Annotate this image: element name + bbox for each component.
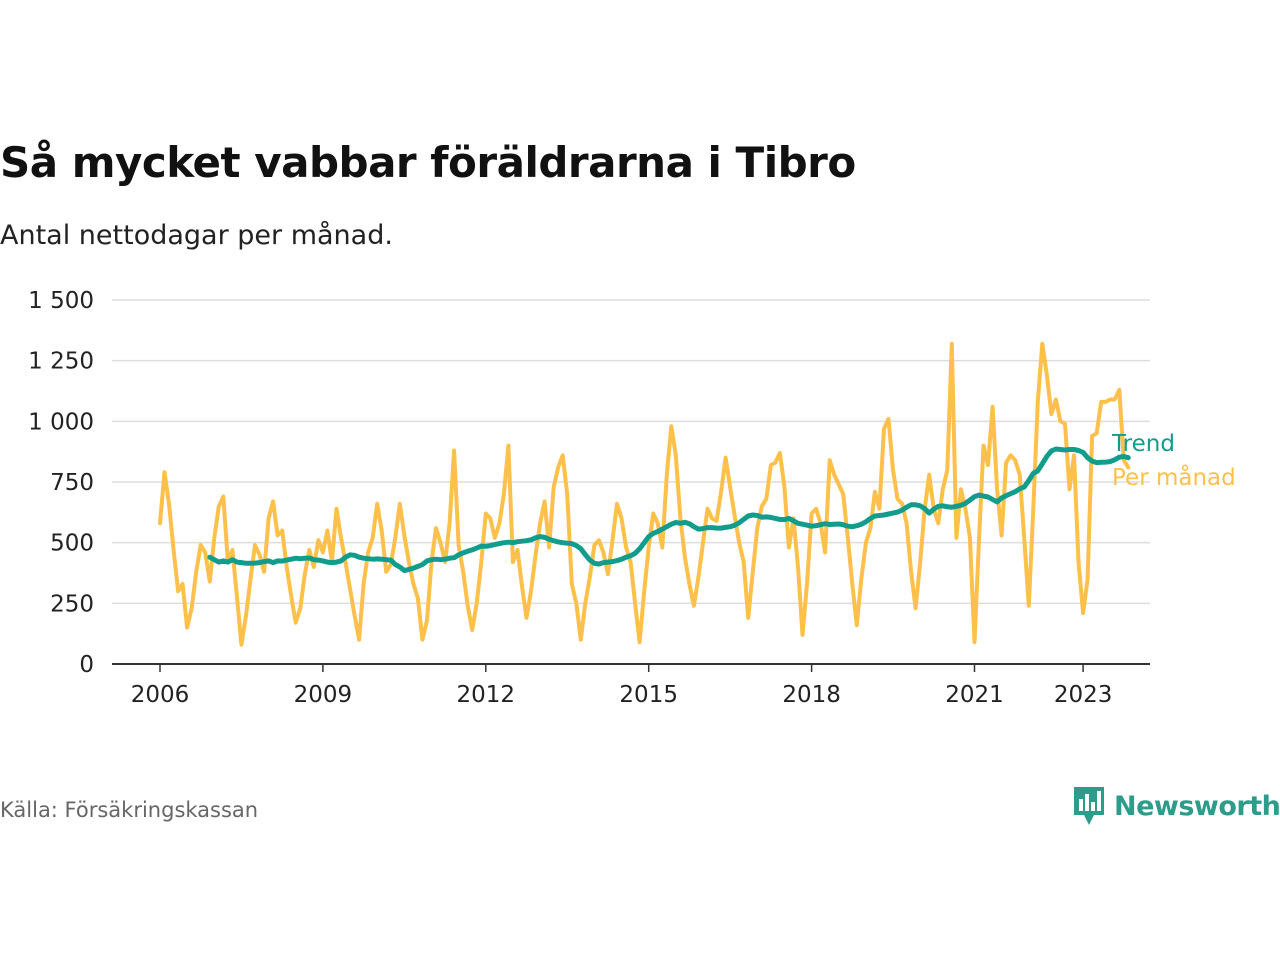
x-tick-label: 2012 <box>457 682 516 708</box>
series-label-monthly: Per månad <box>1112 463 1236 491</box>
y-tick-label: 1 250 <box>28 349 94 375</box>
series-layer <box>158 341 1131 647</box>
chart-title: Så mycket vabbar föräldrarna i Tibro <box>0 138 856 187</box>
y-tick-label: 500 <box>50 531 94 557</box>
monthly-line <box>158 341 1131 647</box>
y-tick-label: 250 <box>50 591 94 617</box>
x-tick-label: 2006 <box>131 682 190 708</box>
x-tick-label: 2018 <box>782 682 841 708</box>
x-tick-label: 2009 <box>294 682 353 708</box>
brand-name: Newsworthy <box>1114 790 1280 822</box>
y-tick-label: 0 <box>79 652 94 678</box>
grid-layer <box>112 299 1150 605</box>
trend-line <box>207 446 1131 574</box>
x-tick-label: 2015 <box>619 682 678 708</box>
y-tick-label: 750 <box>50 470 94 496</box>
chart-subtitle: Antal nettodagar per månad. <box>0 220 393 251</box>
axis-layer: 0 250 500 750 1 000 1 250 1 500 2006 2009 2012 201… <box>28 288 1150 708</box>
label-layer: Trend Per månad <box>1111 431 1236 491</box>
y-tick-label: 1 500 <box>28 288 94 314</box>
x-tick-label: 2021 <box>945 682 1004 708</box>
newsworthy-logo-icon <box>1074 787 1104 825</box>
brand-logo: Newsworthy <box>1072 784 1280 828</box>
y-tick-label: 1 000 <box>28 409 94 435</box>
series-label-trend: Trend <box>1111 431 1175 457</box>
x-tick-label: 2023 <box>1054 682 1113 708</box>
source-note: Källa: Försäkringskassan <box>0 798 259 822</box>
